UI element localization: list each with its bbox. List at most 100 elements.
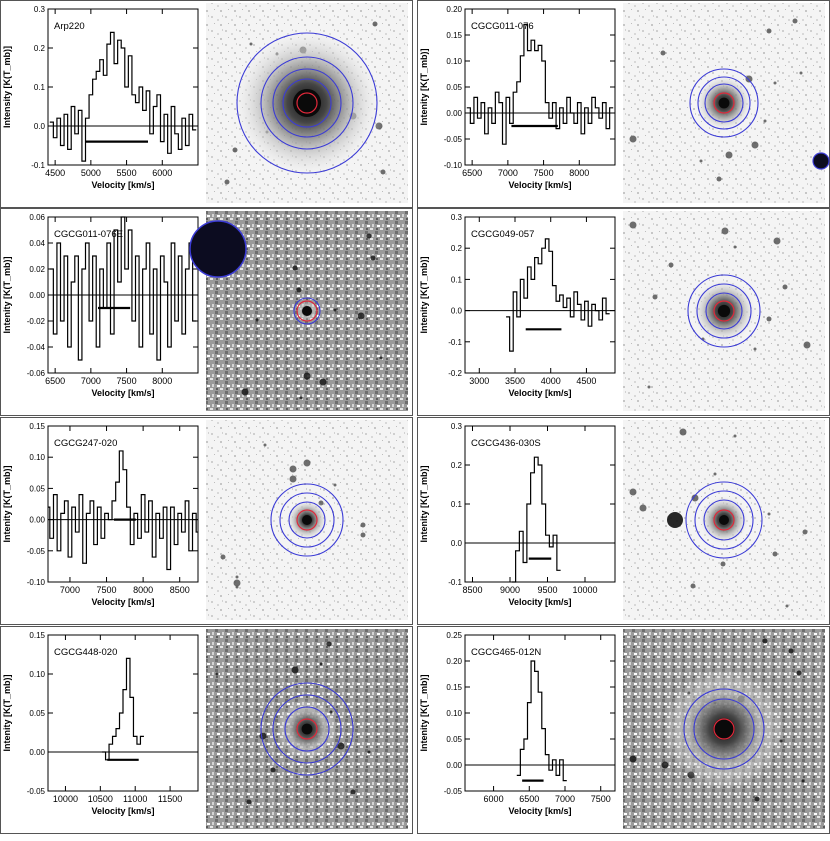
spectrum-panel: 7000 7500 8000 8500 -0.10 -0.05 0.00 0.05 0.10 0.… [2, 420, 408, 620]
field-star [690, 583, 696, 589]
contour-ring [696, 283, 752, 339]
contour-ring [705, 292, 743, 330]
contour-ring [282, 78, 332, 128]
beam-circle [296, 718, 318, 740]
x-tick-label: 9500 [537, 585, 557, 595]
y-tick-label: -0.06 [27, 369, 46, 378]
contour-ring [687, 274, 761, 348]
x-tick-label: 3000 [469, 376, 489, 386]
y-tick-label: 0.15 [446, 683, 462, 692]
spectrum-line [516, 660, 567, 782]
contour-ring [704, 83, 744, 123]
plot-frame [47, 425, 199, 583]
panel-title: CGCG465-012N [471, 647, 541, 658]
x-tick-label: 4000 [541, 376, 561, 386]
x-axis-label: Velocity [km/s] [508, 180, 571, 190]
field-star [629, 755, 637, 763]
y-tick-label: 0.1 [451, 275, 463, 284]
galaxy-image [189, 211, 408, 411]
beam-circle [296, 509, 318, 531]
y-tick-label: 0.10 [446, 57, 462, 66]
field-star [291, 666, 299, 674]
spectrum-panel: 6500 7000 7500 8000 -0.10 -0.05 0.00 0.05 0.10 0.… [419, 3, 830, 203]
field-star [303, 372, 311, 380]
x-tick-label: 8000 [569, 168, 589, 178]
beam-circle [296, 300, 318, 322]
galaxy-image [623, 3, 830, 203]
spectrum-panel: 6000 6500 7000 7500 -0.05 0.00 0.05 0.10 0.15 0.2… [419, 629, 825, 829]
spectrum-line [48, 450, 198, 571]
y-tick-label: 0.05 [446, 83, 462, 92]
galaxy-image [623, 211, 825, 411]
galaxy-core [713, 718, 735, 740]
panel-border [0, 0, 413, 208]
x-tick-label: 10000 [53, 794, 78, 804]
bright-neighbor [812, 152, 830, 170]
field-star [639, 504, 647, 512]
spectrum-line [102, 657, 144, 761]
x-tick-label: 7500 [117, 376, 137, 386]
y-tick-label: -0.04 [27, 343, 46, 352]
field-star [652, 294, 658, 300]
field-star [796, 670, 802, 676]
field-star [716, 176, 722, 182]
contour-ring [685, 481, 763, 559]
field-star [668, 262, 674, 268]
field-star [220, 554, 226, 560]
field-star [629, 221, 637, 229]
field-star [713, 472, 717, 476]
y-tick-label: 0.20 [446, 657, 462, 666]
y-tick-label: -0.05 [444, 135, 463, 144]
field-star [699, 159, 703, 163]
y-tick-label: 0.00 [29, 291, 45, 300]
spectrum-panel: 3000 3500 4000 4500 -0.2 -0.1 0.0 0.1 0.2 0.3 CGCG… [419, 211, 825, 411]
contour-ring [260, 56, 354, 150]
field-star [782, 284, 788, 290]
contour-ring [272, 68, 342, 138]
x-tick-label: 3500 [505, 376, 525, 386]
field-star [766, 316, 772, 322]
field-star [785, 604, 789, 608]
y-tick-label: 0.1 [451, 500, 463, 509]
y-tick-label: 0.25 [446, 631, 462, 640]
spectrum-panel: 10000 10500 11000 11500 -0.05 0.00 0.05 0.10 0.1… [2, 629, 408, 829]
x-tick-label: 8500 [170, 585, 190, 595]
panel-border [0, 208, 413, 416]
y-tick-label: 0.00 [446, 109, 462, 118]
panel-title: CGCG247-020 [54, 438, 117, 449]
galaxy-image [623, 420, 825, 620]
spectrum-panel: 6500 7000 7500 8000 -0.06 -0.04 -0.02 0.00 0.02 0… [2, 211, 408, 411]
galaxy-core [302, 306, 312, 316]
x-tick-label: 4500 [45, 168, 65, 178]
spectrum-line [466, 24, 614, 145]
galaxy-image [623, 629, 825, 829]
field-star [357, 312, 365, 320]
x-tick-label: 6000 [484, 794, 504, 804]
field-star [350, 789, 356, 795]
spectrum-line [511, 456, 561, 583]
x-tick-label: 7500 [534, 168, 554, 178]
x-axis-label: Velocity [km/s] [508, 388, 571, 398]
field-star [292, 265, 298, 271]
galaxy-core [719, 515, 729, 525]
field-star [337, 742, 345, 750]
y-tick-label: 0.04 [29, 239, 45, 248]
x-tick-label: 5500 [117, 168, 137, 178]
x-tick-label: 6500 [462, 168, 482, 178]
y-tick-label: 0.00 [29, 516, 45, 525]
x-tick-label: 10500 [88, 794, 113, 804]
y-tick-label: -0.02 [27, 317, 46, 326]
x-tick-label: 11500 [158, 794, 182, 804]
field-star [224, 179, 230, 185]
field-star [259, 732, 267, 740]
x-axis-label: Velocity [km/s] [508, 806, 571, 816]
y-tick-label: 0.05 [29, 709, 45, 718]
field-star [333, 308, 337, 312]
field-star [788, 648, 794, 654]
x-tick-label: 6000 [152, 168, 172, 178]
x-tick-label: 6500 [45, 376, 65, 386]
spectrum-line [506, 238, 610, 352]
field-star [367, 750, 371, 754]
field-star [647, 385, 651, 389]
